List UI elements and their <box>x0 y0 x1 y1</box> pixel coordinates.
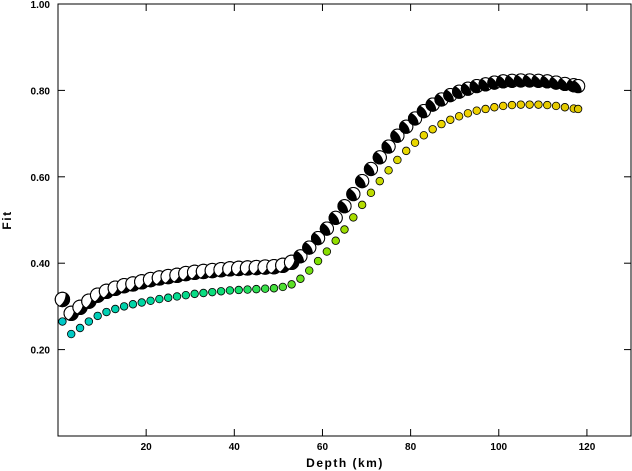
data-point-beachball <box>310 231 326 246</box>
data-point-circle <box>472 106 481 115</box>
data-point-circle <box>111 304 120 314</box>
data-point-circle <box>481 104 490 114</box>
y-axis-ticks: 0.20 0.40 0.60 0.80 1.00 <box>31 0 631 357</box>
data-point-circle <box>93 311 102 321</box>
data-point-circle <box>313 256 323 266</box>
data-point-circle <box>155 294 164 304</box>
data-point-beachball <box>328 210 343 225</box>
data-point-circle <box>287 280 296 289</box>
data-point-circle <box>507 100 517 110</box>
data-point-circle <box>402 146 411 156</box>
x-tick-label: 20 <box>141 442 153 453</box>
data-point-circle <box>446 115 455 124</box>
data-point-circle <box>190 289 199 299</box>
x-axis-label: Depth (km) <box>306 456 384 470</box>
x-tick-label: 100 <box>490 442 507 453</box>
data-point-circle <box>437 119 446 129</box>
x-tick-label: 80 <box>405 442 417 453</box>
y-tick-label: 1.00 <box>31 0 51 11</box>
y-axis-label: Fit <box>0 210 14 229</box>
data-point-beachball <box>302 240 317 255</box>
data-point-circle <box>128 300 138 309</box>
data-point-circle <box>163 293 173 302</box>
data-point-circle <box>331 236 340 245</box>
data-point-circle <box>573 104 583 114</box>
x-tick-label: 40 <box>229 442 241 453</box>
data-point-circle <box>393 155 402 165</box>
data-point-circle <box>102 307 111 317</box>
data-point-circle <box>340 225 349 234</box>
data-point-circle <box>119 302 129 311</box>
data-point-circle <box>146 296 155 305</box>
data-point-beachball <box>337 199 352 214</box>
data-point-circle <box>384 166 393 175</box>
data-point-beachball <box>54 291 71 308</box>
data-point-circle <box>357 200 367 210</box>
data-point-circle <box>84 317 94 326</box>
data-point-circle <box>366 188 376 197</box>
x-axis-ticks: 20 40 60 80 100 120 <box>141 4 596 453</box>
data-point-circle <box>67 329 76 339</box>
y-tick-label: 0.20 <box>31 346 51 357</box>
data-point-beachball <box>319 221 334 236</box>
data-point-circle <box>243 285 252 294</box>
series-beachballs <box>54 73 586 322</box>
data-point-circle <box>525 100 534 109</box>
data-point-beachball <box>571 78 586 94</box>
data-point-beachball <box>372 150 387 165</box>
data-point-circle <box>560 103 570 112</box>
data-point-circle <box>543 100 552 110</box>
data-point-circle <box>516 100 526 109</box>
data-point-beachball <box>346 186 361 202</box>
data-point-circle <box>534 100 543 109</box>
data-point-circle <box>375 176 384 186</box>
y-tick-label: 0.80 <box>31 86 51 97</box>
data-point-circle <box>463 109 473 118</box>
data-point-circle <box>551 101 561 111</box>
data-point-circle <box>296 274 305 283</box>
data-point-beachball <box>381 139 396 154</box>
data-point-circle <box>199 288 208 298</box>
plot-frame <box>57 3 632 437</box>
data-point-circle <box>208 287 217 297</box>
data-point-circle <box>454 112 464 121</box>
data-point-circle <box>225 286 235 295</box>
data-point-circle <box>349 213 358 222</box>
data-point-beachball <box>390 128 405 143</box>
data-point-circle <box>181 290 191 300</box>
data-point-circle <box>269 284 279 293</box>
y-tick-label: 0.60 <box>31 173 51 184</box>
data-point-circle <box>428 125 437 134</box>
data-point-beachball <box>355 174 370 189</box>
x-tick-label: 60 <box>317 442 329 453</box>
data-point-circle <box>322 247 332 256</box>
y-tick-label: 0.40 <box>31 259 51 270</box>
data-point-circle <box>260 284 270 293</box>
data-point-beachball <box>363 161 379 177</box>
x-tick-label: 120 <box>579 442 596 453</box>
series-circles <box>58 100 583 339</box>
data-point-circle <box>137 298 146 307</box>
data-point-circle <box>490 103 499 112</box>
data-point-circle <box>419 131 429 140</box>
data-point-circle <box>172 292 182 301</box>
data-point-circle <box>58 317 67 326</box>
data-point-circle <box>278 282 287 292</box>
data-point-circle <box>498 101 508 111</box>
data-point-circle <box>234 285 243 295</box>
data-point-circle <box>410 138 420 147</box>
data-point-circle <box>75 323 85 333</box>
data-point-circle <box>252 284 261 294</box>
data-point-circle <box>305 266 314 275</box>
data-point-circle <box>216 287 226 296</box>
